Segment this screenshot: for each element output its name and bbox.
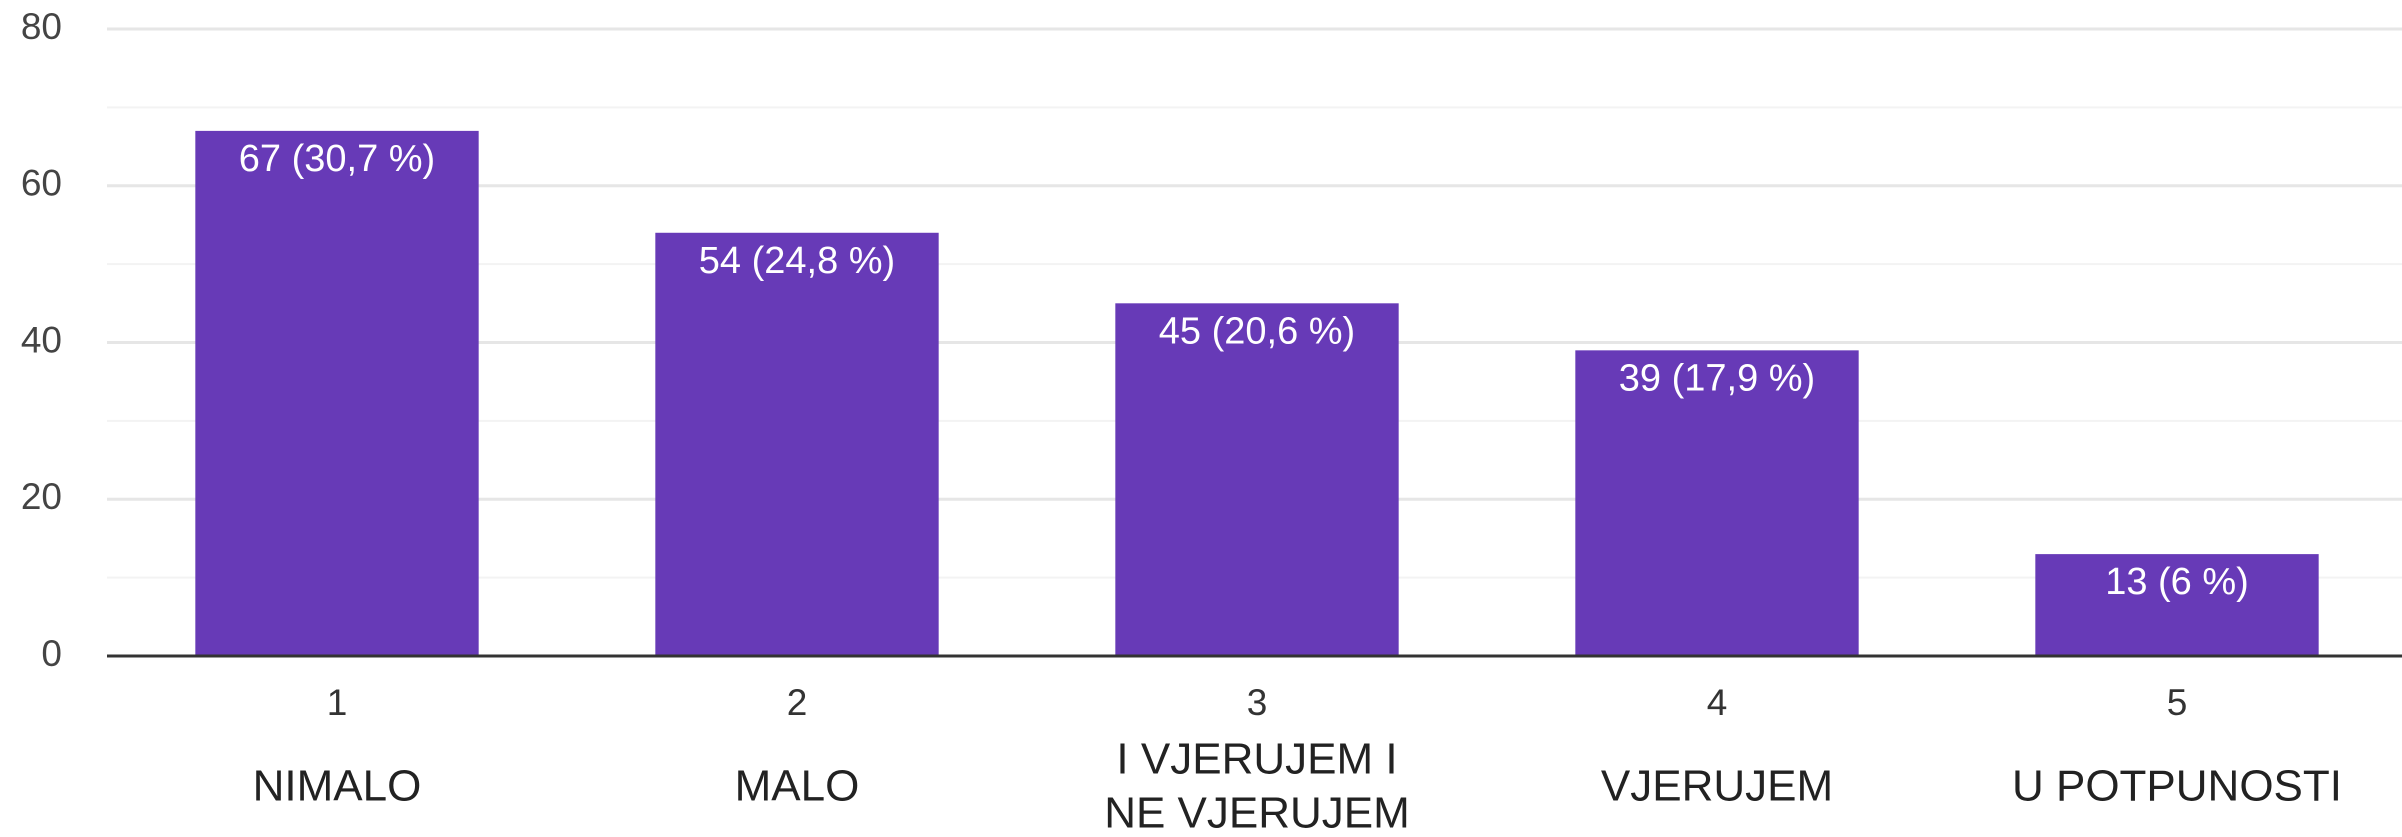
bar bbox=[2035, 554, 2319, 656]
y-tick-label: 0 bbox=[41, 633, 62, 674]
value-label: 45 (20,6 %) bbox=[1159, 310, 1355, 352]
value-label: 13 (6 %) bbox=[2105, 561, 2249, 603]
bar bbox=[195, 130, 479, 656]
bar bbox=[655, 232, 939, 656]
category-note: U POTPUNOSTI bbox=[2012, 762, 2342, 811]
bar bbox=[1575, 350, 1859, 656]
value-label: 54 (24,8 %) bbox=[699, 240, 895, 282]
x-tick-label: 3 bbox=[1247, 682, 1268, 723]
y-tick-label: 40 bbox=[21, 319, 62, 360]
x-tick-label: 5 bbox=[2167, 682, 2188, 723]
category-note: NE VJERUJEM bbox=[1104, 789, 1410, 837]
y-tick-label: 80 bbox=[21, 6, 62, 47]
value-label: 67 (30,7 %) bbox=[239, 138, 435, 180]
y-tick-label: 60 bbox=[21, 163, 62, 204]
category-note: NIMALO bbox=[253, 762, 422, 811]
category-note: I VJERUJEM I bbox=[1116, 735, 1397, 784]
category-note: VJERUJEM bbox=[1601, 762, 1833, 811]
value-label: 39 (17,9 %) bbox=[1619, 357, 1815, 399]
x-tick-label: 1 bbox=[327, 682, 348, 723]
x-tick-label: 2 bbox=[787, 682, 808, 723]
category-note: MALO bbox=[735, 762, 860, 811]
x-tick-label: 4 bbox=[1707, 682, 1728, 723]
bar bbox=[1115, 303, 1399, 656]
y-tick-label: 20 bbox=[21, 476, 62, 517]
